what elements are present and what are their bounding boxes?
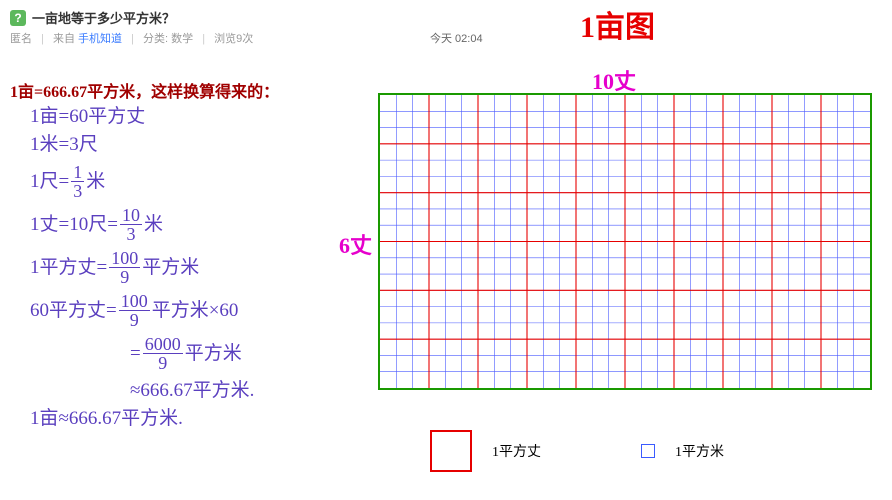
mu-diagram bbox=[378, 93, 872, 390]
calc-line-9: 1亩≈666.67平方米. bbox=[30, 406, 254, 432]
calc-text: 1尺= bbox=[30, 169, 69, 195]
calc-text: 1丈=10尺= bbox=[30, 212, 118, 238]
calc-line-3: 1尺= 13 米 bbox=[30, 163, 254, 200]
question-icon: ? bbox=[10, 10, 26, 26]
calc-line-5: 1平方丈= 1009 平方米 bbox=[30, 249, 254, 286]
meta-views-count: 9次 bbox=[236, 33, 253, 45]
meta-category: 数学 bbox=[171, 33, 193, 45]
meta-anon: 匿名 bbox=[10, 33, 32, 45]
calc-text: 平方米 bbox=[185, 341, 242, 367]
meta-from: 来自 bbox=[53, 33, 75, 45]
fraction: 60009 bbox=[143, 335, 183, 372]
calc-text: 平方米×60 bbox=[152, 298, 239, 324]
calculation-block: 1亩=60平方丈 1米=3尺 1尺= 13 米 1丈=10尺= 103 米 1平… bbox=[30, 104, 254, 434]
conversion-heading: 1亩=666.67平方米，这样换算得来的： bbox=[10, 78, 279, 102]
calc-line-7: = 60009 平方米 bbox=[130, 335, 254, 372]
meta-views-label: 浏览 bbox=[214, 33, 236, 45]
numerator: 10 bbox=[120, 206, 142, 224]
fraction: 1009 bbox=[109, 249, 140, 286]
denominator: 9 bbox=[128, 311, 141, 329]
calc-text: 平方米 bbox=[142, 255, 199, 281]
calc-text: 米 bbox=[144, 212, 163, 238]
diagram-title: 1亩图 bbox=[580, 2, 655, 46]
meta-source-link[interactable]: 手机知道 bbox=[78, 33, 122, 45]
meta-sep: | bbox=[202, 33, 205, 45]
legend: 1平方丈 1平方米 bbox=[430, 430, 724, 472]
meta-cat-label: 分类: bbox=[143, 33, 168, 45]
fraction: 103 bbox=[120, 206, 142, 243]
denominator: 3 bbox=[71, 182, 84, 200]
numerator: 1 bbox=[71, 163, 84, 181]
meta-sep: | bbox=[131, 33, 134, 45]
numerator: 6000 bbox=[143, 335, 183, 353]
legend-label-mi: 1平方米 bbox=[675, 441, 724, 461]
calc-text: 60平方丈= bbox=[30, 298, 117, 324]
fraction: 1009 bbox=[119, 292, 150, 329]
denominator: 9 bbox=[118, 268, 131, 286]
diagram-label-top: 10丈 bbox=[592, 64, 636, 96]
denominator: 9 bbox=[156, 354, 169, 372]
calc-line-1: 1亩=60平方丈 bbox=[30, 104, 254, 130]
calc-line-8: ≈666.67平方米. bbox=[130, 378, 254, 404]
calc-text: 1平方丈= bbox=[30, 255, 107, 281]
calc-text: 米 bbox=[86, 169, 105, 195]
denominator: 3 bbox=[124, 225, 137, 243]
calc-line-6: 60平方丈= 1009 平方米×60 bbox=[30, 292, 254, 329]
fraction: 13 bbox=[71, 163, 84, 200]
diagram-label-left: 6丈 bbox=[339, 228, 372, 260]
legend-label-zhang: 1平方丈 bbox=[492, 441, 541, 461]
meta-line: 匿名 | 来自 手机知道 | 分类: 数学 | 浏览9次 bbox=[10, 30, 253, 46]
calc-text: = bbox=[130, 341, 141, 367]
numerator: 100 bbox=[109, 249, 140, 267]
calc-line-4: 1丈=10尺= 103 米 bbox=[30, 206, 254, 243]
legend-swatch-mi bbox=[641, 444, 655, 458]
legend-swatch-zhang bbox=[430, 430, 472, 472]
question-title: 一亩地等于多少平方米？ bbox=[32, 8, 175, 27]
calc-line-2: 1米=3尺 bbox=[30, 132, 254, 158]
numerator: 100 bbox=[119, 292, 150, 310]
timestamp: 今天 02:04 bbox=[430, 30, 483, 46]
meta-sep: | bbox=[41, 33, 44, 45]
